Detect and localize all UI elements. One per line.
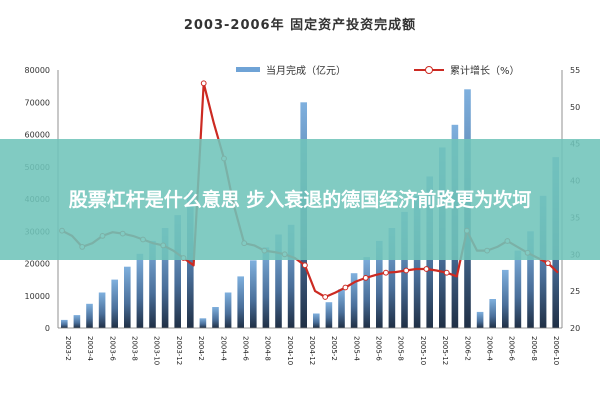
- line-point: [342, 284, 349, 291]
- x-tick-label: 2006-4: [486, 336, 494, 361]
- x-tick-label: 2005-2: [330, 336, 338, 361]
- line-point: [403, 267, 410, 274]
- y-left-tick-label: 0: [45, 324, 50, 333]
- bar: [212, 307, 219, 328]
- line-point: [362, 275, 369, 281]
- bar: [237, 276, 244, 328]
- bar: [388, 228, 396, 328]
- line-point: [423, 266, 430, 272]
- chart-title: 2003-2006年 固定资产投资完成额: [183, 18, 417, 33]
- bar: [350, 273, 358, 328]
- bar: [363, 257, 370, 328]
- line-point: [302, 262, 308, 269]
- bar: [413, 195, 421, 328]
- x-tick-label: 2003-2: [64, 336, 72, 361]
- x-tick-label: 2003-10: [153, 336, 161, 365]
- x-tick-label: 2005-12: [441, 336, 449, 365]
- bar: [313, 313, 320, 328]
- bar: [124, 266, 131, 328]
- x-tick-label: 2006-10: [552, 336, 560, 365]
- bar: [174, 215, 181, 328]
- x-tick-label: 2004-2: [197, 336, 205, 361]
- bar: [275, 234, 282, 328]
- bar: [287, 224, 295, 328]
- bar: [136, 253, 144, 328]
- x-tick-label: 2005-4: [352, 336, 360, 361]
- legend-line-swatch: [414, 65, 444, 74]
- bar: [502, 269, 509, 328]
- bar: [527, 231, 534, 329]
- line-point: [383, 269, 389, 276]
- bar: [224, 292, 232, 328]
- bar: [61, 319, 68, 328]
- x-tick-label: 2004-8: [264, 336, 272, 361]
- bar: [250, 260, 257, 328]
- legend-line-label: 累计增长（%）: [450, 66, 520, 77]
- x-tick-label: 2006-2: [463, 336, 471, 361]
- bar: [338, 289, 345, 328]
- x-tick-label: 2003-12: [175, 336, 183, 365]
- legend-line: 累计增长（%）: [414, 62, 520, 77]
- line-point: [322, 294, 329, 300]
- line-point: [545, 260, 551, 267]
- x-tick-label: 2005-6: [375, 336, 383, 361]
- line-point: [443, 269, 450, 276]
- legend-bar-swatch: [236, 67, 260, 72]
- bar: [161, 228, 169, 328]
- x-tick-label: 2006-6: [508, 336, 516, 361]
- bar: [98, 292, 106, 328]
- y-left-tick-label: 20000: [25, 260, 50, 269]
- y-left-tick-label: 80000: [25, 66, 50, 75]
- x-tick-label: 2004-6: [242, 336, 250, 361]
- legend-bar: 当月完成（亿元）: [236, 62, 346, 77]
- overlay-banner: 股票杠杆是什么意思 步入衰退的德国经济前路更为坎坷: [0, 139, 600, 260]
- y-left-tick-label: 60000: [25, 131, 50, 140]
- x-tick-label: 2005-8: [397, 336, 405, 361]
- bar: [86, 303, 93, 328]
- bar: [476, 311, 484, 328]
- bar: [325, 302, 333, 328]
- bar: [187, 192, 194, 328]
- y-right-tick-label: 55: [570, 66, 580, 75]
- bar: [199, 318, 207, 328]
- bar: [376, 240, 383, 328]
- overlay-headline: 股票杠杆是什么意思 步入衰退的德国经济前路更为坎坷: [68, 188, 532, 211]
- legend-bar-label: 当月完成（亿元）: [266, 66, 346, 77]
- bar: [514, 250, 522, 328]
- x-tick-label: 2004-4: [219, 336, 227, 361]
- line-point: [200, 80, 207, 87]
- x-tick-label: 2004-12: [308, 336, 316, 365]
- x-tick-label: 2006-8: [530, 336, 538, 361]
- y-left-tick-label: 10000: [25, 292, 50, 301]
- bar: [111, 279, 118, 328]
- y-right-tick-label: 50: [570, 103, 580, 112]
- bar: [149, 240, 156, 328]
- x-tick-label: 2003-6: [108, 336, 116, 361]
- x-tick-label: 2003-4: [86, 336, 94, 361]
- y-right-tick-label: 20: [570, 324, 580, 333]
- bar: [489, 299, 496, 328]
- y-left-tick-label: 70000: [25, 98, 50, 107]
- x-tick-label: 2004-10: [286, 336, 294, 365]
- bar: [262, 247, 270, 328]
- x-tick-label: 2003-8: [131, 336, 139, 361]
- x-tick-label: 2005-10: [419, 336, 427, 365]
- bar: [73, 315, 81, 328]
- y-right-tick-label: 25: [570, 287, 580, 296]
